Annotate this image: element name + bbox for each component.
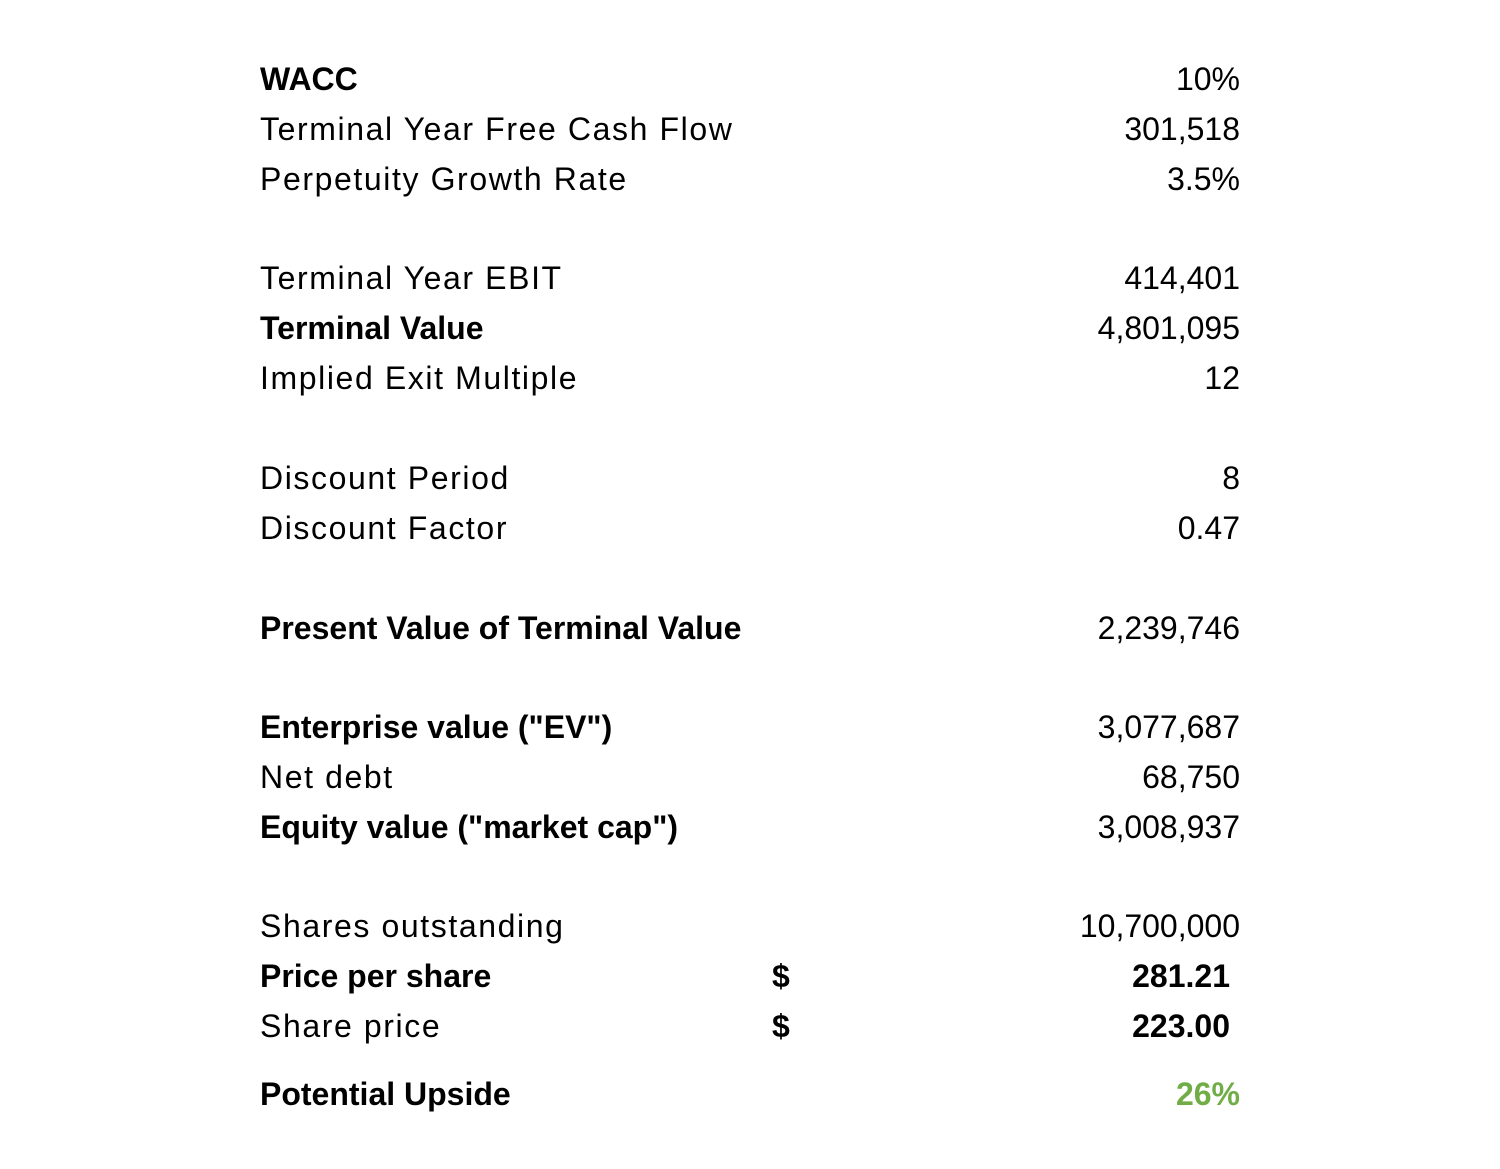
price-per-share-label: Price per share xyxy=(260,958,492,994)
terminal-value-label: Terminal Value xyxy=(260,310,484,346)
discount-period-label: Discount Period xyxy=(260,460,510,496)
row-enterprise-value: Enterprise value ("EV") 3,077,687 xyxy=(260,704,1240,750)
net-debt-value: 68,750 xyxy=(1142,759,1240,795)
terminal-year-fcf-value: 301,518 xyxy=(1124,111,1240,147)
potential-upside-label: Potential Upside xyxy=(260,1076,511,1112)
shares-outstanding-label: Shares outstanding xyxy=(260,908,565,944)
discount-factor-label: Discount Factor xyxy=(260,510,509,546)
terminal-year-ebit-value: 414,401 xyxy=(1124,260,1240,296)
row-discount-period: Discount Period 8 xyxy=(260,455,1240,501)
perpetuity-growth-rate-value: 3.5% xyxy=(1167,161,1240,197)
share-price-label: Share price xyxy=(260,1008,442,1044)
row-shares-outstanding: Shares outstanding 10,700,000 xyxy=(260,903,1240,949)
row-terminal-year-fcf: Terminal Year Free Cash Flow 301,518 xyxy=(260,106,1240,152)
price-per-share-currency: $ xyxy=(772,958,790,994)
pv-terminal-value-value: 2,239,746 xyxy=(1097,610,1240,646)
row-implied-exit-multiple: Implied Exit Multiple 12 xyxy=(260,355,1240,401)
share-price-currency: $ xyxy=(772,1008,790,1044)
pv-terminal-value-label: Present Value of Terminal Value xyxy=(260,610,742,646)
wacc-value: 10% xyxy=(1175,61,1240,97)
row-net-debt: Net debt 68,750 xyxy=(260,754,1240,800)
row-perpetuity-growth-rate: Perpetuity Growth Rate 3.5% xyxy=(260,156,1240,202)
implied-exit-multiple-label: Implied Exit Multiple xyxy=(260,360,579,396)
perpetuity-growth-rate-label: Perpetuity Growth Rate xyxy=(260,161,628,197)
row-terminal-value: Terminal Value 4,801,095 xyxy=(260,305,1240,351)
potential-upside-value: 26% xyxy=(1175,1076,1240,1112)
enterprise-value-value: 3,077,687 xyxy=(1097,709,1240,745)
row-terminal-year-ebit: Terminal Year EBIT 414,401 xyxy=(260,255,1240,301)
discount-period-value: 8 xyxy=(1222,460,1240,496)
enterprise-value-label: Enterprise value ("EV") xyxy=(260,709,613,745)
wacc-label: WACC xyxy=(260,61,358,97)
discount-factor-value: 0.47 xyxy=(1177,510,1240,546)
equity-value-label: Equity value ("market cap") xyxy=(260,809,679,845)
equity-value-value: 3,008,937 xyxy=(1097,809,1240,845)
terminal-value-value: 4,801,095 xyxy=(1097,310,1240,346)
net-debt-label: Net debt xyxy=(260,759,394,795)
row-equity-value: Equity value ("market cap") 3,008,937 xyxy=(260,804,1240,850)
row-potential-upside: Potential Upside 26% xyxy=(260,1071,1240,1117)
row-pv-terminal-value: Present Value of Terminal Value 2,239,74… xyxy=(260,605,1240,651)
row-discount-factor: Discount Factor 0.47 xyxy=(260,505,1240,551)
row-price-per-share: Price per share $ 281.21 xyxy=(260,953,1240,999)
terminal-year-ebit-label: Terminal Year EBIT xyxy=(260,260,563,296)
row-share-price: Share price $ 223.00 xyxy=(260,1003,1240,1049)
row-wacc: WACC 10% xyxy=(260,56,1240,102)
terminal-year-fcf-label: Terminal Year Free Cash Flow xyxy=(260,111,734,147)
share-price-value: 223.00 xyxy=(1132,1008,1230,1044)
implied-exit-multiple-value: 12 xyxy=(1204,360,1240,396)
shares-outstanding-value: 10,700,000 xyxy=(1079,908,1240,944)
price-per-share-value: 281.21 xyxy=(1132,958,1230,994)
